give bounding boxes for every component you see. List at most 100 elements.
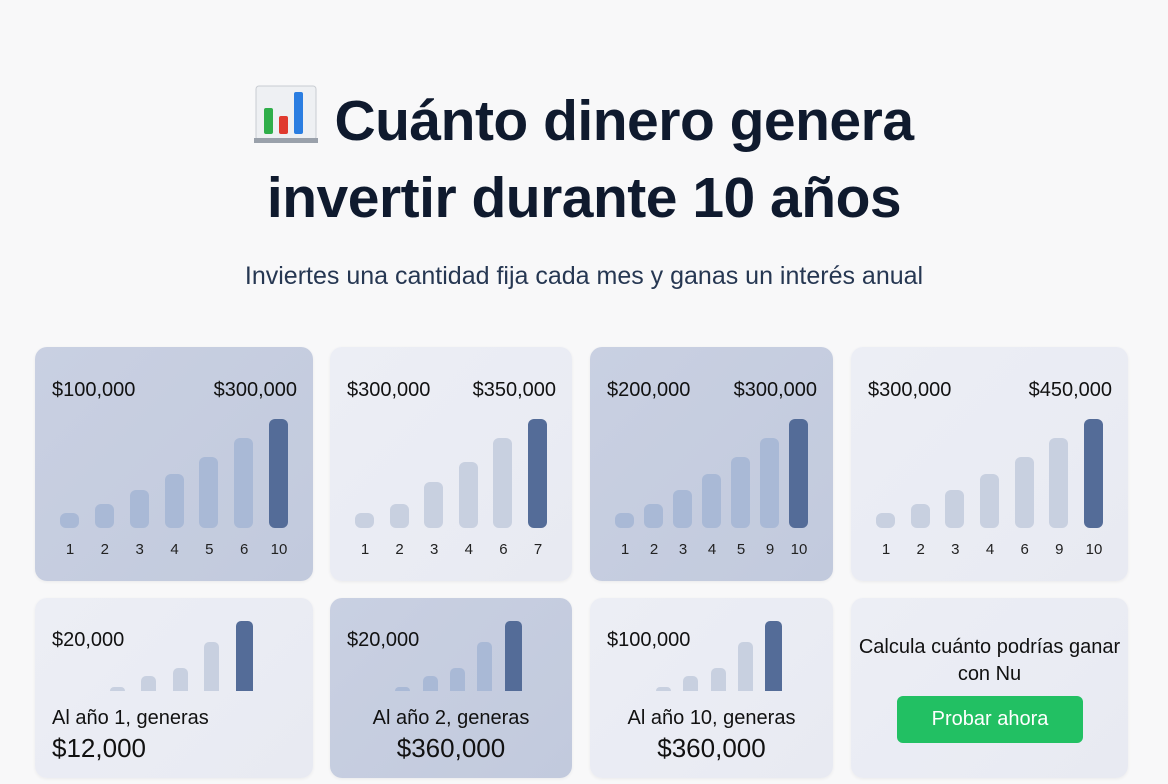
bar [980, 473, 999, 528]
x-tick-label: 6 [1020, 541, 1029, 558]
x-tick-label: 3 [135, 541, 144, 558]
generated-amount: $360,000 [657, 733, 766, 763]
bar [141, 675, 157, 691]
monthly-value: $100,000 [607, 629, 691, 651]
bar [235, 621, 253, 691]
monthly-value: $20,000 [347, 629, 420, 651]
x-tick-label: 4 [707, 541, 717, 558]
bar [60, 512, 79, 528]
bar [164, 473, 184, 528]
x-tick-label: 3 [951, 541, 960, 558]
bar [683, 675, 699, 691]
bar [355, 512, 374, 528]
bar [731, 457, 750, 528]
x-tick-label: 6 [239, 541, 249, 558]
end-value: $300,000 [213, 379, 297, 401]
year-caption: Al año 10, generas [627, 707, 796, 729]
x-tick-label: 4 [464, 541, 473, 558]
x-tick-label: 10 [790, 541, 808, 558]
bar [615, 512, 634, 528]
bar [204, 642, 220, 691]
year-result-card: $20,000 Al año 1, generas $12,000 [35, 598, 313, 778]
generated-amount: $12,000 [52, 733, 146, 763]
end-value: $300,000 [733, 379, 817, 401]
end-value: $450,000 [1028, 379, 1112, 401]
bar [876, 512, 895, 528]
x-tick-label: 3 [678, 541, 688, 558]
bar [504, 621, 522, 691]
bar [129, 489, 149, 528]
year-result-card: $20,000 Al año 2, generas $360,000 [330, 598, 572, 778]
bar [702, 473, 721, 528]
bar [199, 457, 219, 528]
bar [789, 419, 808, 528]
growth-card: $300,000 $450,000 1 2 3 4 6 9 10 [851, 347, 1128, 581]
page-subtitle: Inviertes una cantidad fija cada mes y g… [244, 262, 924, 290]
start-value: $300,000 [868, 379, 952, 401]
generated-amount: $360,000 [396, 733, 506, 763]
year-caption: Al año 1, generas [52, 707, 209, 729]
bar [655, 686, 671, 691]
growth-card: $300,000 $350,000 1 2 3 4 6 7 [330, 347, 572, 581]
x-tick-label: 10 [270, 541, 288, 558]
bar [450, 667, 466, 691]
growth-card: $100,000 $300,000 1 2 3 4 5 6 10 [35, 347, 313, 581]
x-tick-label: 10 [1085, 541, 1103, 558]
monthly-value: $20,000 [52, 629, 125, 651]
cta-text: Calcula cuánto podrías ganar con Nu [858, 636, 1121, 685]
bar [424, 482, 444, 528]
bar [910, 504, 930, 528]
x-tick-label: 6 [499, 541, 508, 558]
bar [1049, 437, 1069, 528]
bar [710, 667, 726, 691]
bar [477, 642, 493, 691]
growth-card: $200,000 $300,000 1 2 3 4 5 9 10 [590, 347, 833, 581]
x-tick-label: 9 [1055, 541, 1064, 558]
bar [737, 642, 753, 691]
bar [760, 437, 779, 528]
x-tick-label: 2 [649, 541, 659, 558]
bar [673, 489, 692, 528]
bar [765, 621, 783, 691]
bar [172, 667, 188, 691]
x-tick-label: 2 [100, 541, 109, 558]
bar [269, 419, 288, 528]
x-tick-label: 5 [205, 541, 214, 558]
bar [395, 686, 411, 691]
bar [94, 504, 114, 528]
end-value: $350,000 [472, 379, 556, 401]
start-value: $200,000 [607, 379, 691, 401]
bar [422, 675, 438, 691]
x-tick-label: 2 [395, 541, 404, 558]
year-caption: Al año 2, generas [372, 707, 530, 729]
x-tick-label: 5 [736, 541, 746, 558]
x-tick-label: 2 [916, 541, 925, 558]
x-tick-label: 1 [881, 541, 891, 558]
x-tick-label: 1 [65, 541, 75, 558]
x-tick-label: 1 [620, 541, 630, 558]
bar [528, 419, 547, 528]
title-line-2: invertir durante 10 años [266, 166, 902, 230]
x-tick-label: 1 [360, 541, 370, 558]
bar-chart-icon [254, 85, 319, 143]
year-result-card: $100,000 Al año 10, generas $360,000 [590, 598, 833, 778]
x-tick-label: 9 [765, 541, 775, 558]
bar [1084, 419, 1103, 528]
start-value: $300,000 [347, 379, 431, 401]
x-tick-label: 7 [533, 541, 543, 558]
bar [458, 461, 478, 528]
bar [945, 489, 965, 528]
x-tick-label: 4 [985, 541, 995, 558]
page-title: Cuánto dinero genera invertir durante 10… [0, 82, 1168, 237]
bar [234, 437, 254, 528]
x-tick-label: 4 [170, 541, 179, 558]
bar [644, 504, 663, 528]
cta-card: Calcula cuánto podrías ganar con Nu Prob… [851, 598, 1128, 778]
bar [493, 437, 513, 528]
start-value: $100,000 [52, 379, 136, 401]
bar [110, 686, 126, 691]
x-tick-label: 3 [430, 541, 439, 558]
try-now-button[interactable]: Probar ahora [897, 696, 1083, 743]
title-line-1: Cuánto dinero genera [334, 89, 914, 153]
bar [1014, 457, 1034, 528]
